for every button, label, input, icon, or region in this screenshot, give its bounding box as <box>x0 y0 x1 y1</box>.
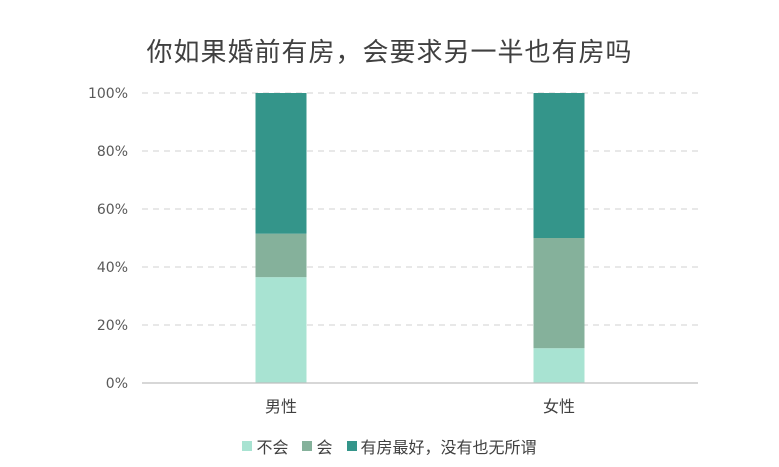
chart-title: 你如果婚前有房，会要求另一半也有房吗 <box>146 38 633 68</box>
x-category-label-1: 女性 <box>543 397 575 416</box>
x-axis-labels: 男性 女性 <box>265 397 575 416</box>
y-tick-label-5: 100% <box>88 86 128 102</box>
y-tick-label-2: 40% <box>97 260 128 276</box>
y-tick-label-3: 60% <box>97 202 128 218</box>
legend-item-2[interactable]: 有房最好，没有也无所谓 <box>346 434 537 458</box>
legend: 不会 会 有房最好，没有也无所谓 <box>0 434 779 458</box>
x-category-label-0: 男性 <box>265 397 297 416</box>
legend-swatch-0 <box>242 441 253 451</box>
bar-segment-1-1[interactable] <box>533 238 585 349</box>
legend-label-0: 不会 <box>256 438 289 457</box>
gridlines <box>142 92 698 326</box>
bar-segment-0-2[interactable] <box>255 93 307 234</box>
y-axis-ticks: 0% 20% 40% 60% 80% 100% <box>88 86 128 392</box>
legend-label-2: 有房最好，没有也无所谓 <box>360 438 537 457</box>
y-tick-label-1: 20% <box>97 318 128 334</box>
bar-segment-1-2[interactable] <box>533 93 585 238</box>
bar-segment-0-0[interactable] <box>255 277 307 383</box>
y-tick-label-4: 80% <box>97 144 128 160</box>
legend-swatch-2 <box>346 441 357 451</box>
legend-swatch-1 <box>302 441 313 451</box>
bars <box>255 93 585 383</box>
bar-segment-0-1[interactable] <box>255 233 307 278</box>
legend-item-0[interactable]: 不会 <box>242 434 288 458</box>
legend-item-1[interactable]: 会 <box>302 434 333 458</box>
y-tick-label-0: 0% <box>106 376 128 392</box>
bar-segment-1-0[interactable] <box>533 348 585 383</box>
legend-label-1: 会 <box>316 438 333 457</box>
